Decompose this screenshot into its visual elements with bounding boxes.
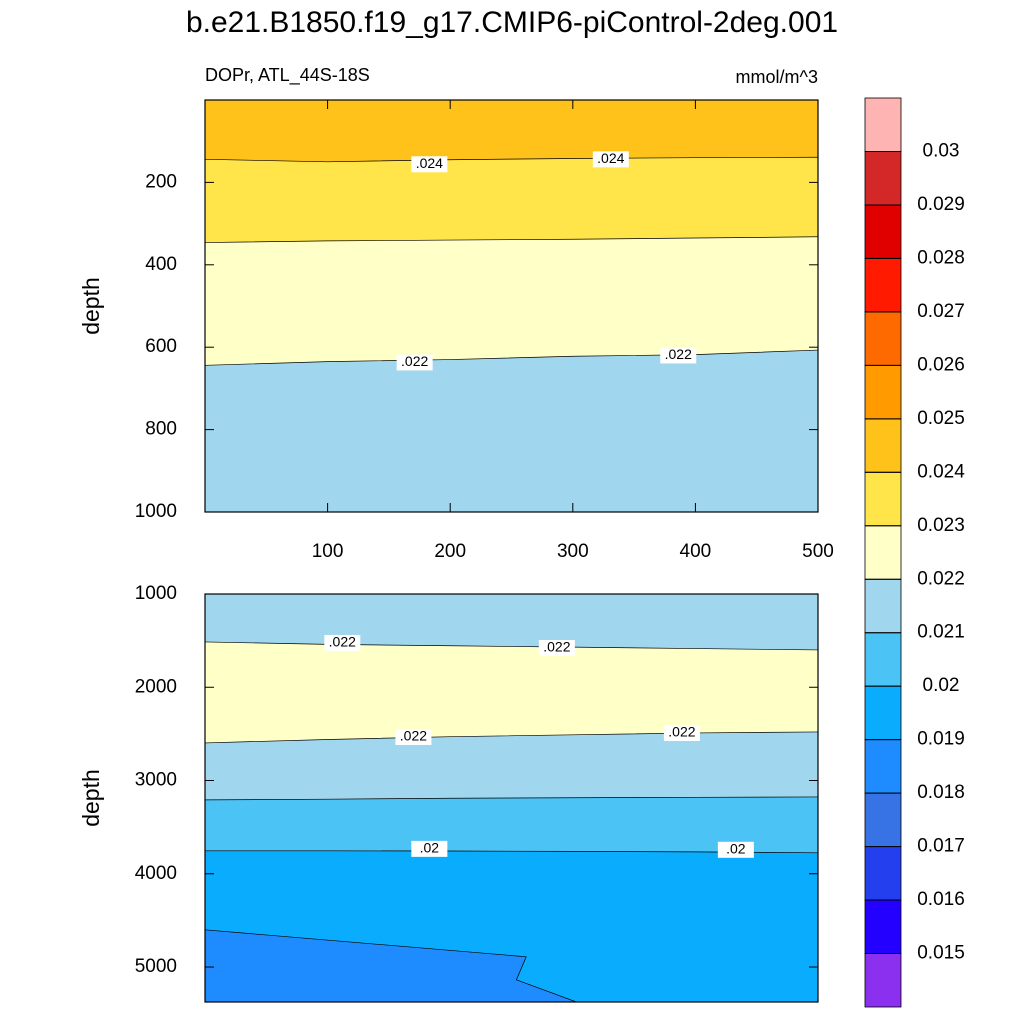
y-tick-label: 2000 <box>135 676 177 697</box>
colorbar-box <box>864 258 902 313</box>
contour-label-bg <box>660 347 697 364</box>
contour-label: .022 <box>401 353 428 369</box>
x-tick-label: 100 <box>312 541 344 562</box>
y-tick-label: 4000 <box>135 863 177 884</box>
y-axis-label: depth <box>78 277 104 335</box>
colorbar-box <box>864 953 902 1008</box>
units: mmol/m^3 <box>736 67 818 87</box>
contour-label: .02 <box>726 841 746 857</box>
colorbar-label: 0.016 <box>917 889 965 910</box>
y-axis-label: depth <box>78 769 104 827</box>
colorbar-box <box>864 471 902 527</box>
contour-line <box>205 929 577 1002</box>
contour-label: .022 <box>668 724 695 740</box>
colorbar-box <box>864 97 902 152</box>
contour-line <box>205 731 818 744</box>
contour-band <box>205 350 818 512</box>
colorbar-label: 0.018 <box>917 782 965 803</box>
colorbar-label: 0.025 <box>917 408 965 429</box>
colorbar-box <box>864 204 902 259</box>
contour-label: .022 <box>329 634 356 650</box>
colorbar-box <box>864 685 902 741</box>
colorbar-label: 0.023 <box>917 515 965 536</box>
y-tick-label: 1000 <box>135 501 177 522</box>
colorbar-box <box>864 418 902 473</box>
colorbar-box <box>864 792 902 847</box>
contour-label: .022 <box>665 346 692 362</box>
y-tick-label: 3000 <box>135 770 177 791</box>
colorbar-label: 0.027 <box>917 301 965 322</box>
contour-label-bg <box>663 724 700 741</box>
plot-frame <box>204 99 819 513</box>
x-tick-label: 200 <box>434 541 466 562</box>
contour-line <box>205 850 818 854</box>
contour-band <box>205 929 577 1002</box>
colorbar-box <box>864 739 902 794</box>
x-tick-label: 300 <box>557 541 589 562</box>
colorbar-box <box>864 151 902 206</box>
colorbar-box <box>864 899 902 954</box>
contour-line <box>205 796 818 801</box>
y-tick-label: 1000 <box>135 583 177 604</box>
contour-label-bg <box>717 841 754 858</box>
contour-line <box>205 236 818 243</box>
contour-label-bg <box>592 151 629 168</box>
colorbar-label: 0.022 <box>917 568 965 589</box>
y-tick-label: 400 <box>145 254 177 275</box>
y-tick-label: 200 <box>145 171 177 192</box>
colorbar-box <box>864 364 902 420</box>
contour-line <box>205 641 818 651</box>
contour-label: .024 <box>416 155 443 171</box>
contour-line <box>205 349 818 366</box>
colorbar-label: 0.024 <box>917 461 965 482</box>
colorbar-label: 0.028 <box>917 247 965 268</box>
contour-line <box>205 156 818 163</box>
x-tick-label: 500 <box>802 541 834 562</box>
plot-frame <box>204 593 819 1003</box>
colorbar-label: 0.015 <box>917 943 965 964</box>
y-tick-label: 600 <box>145 336 177 357</box>
contour-label: .02 <box>420 840 440 856</box>
colorbar-label: 0.026 <box>917 354 965 375</box>
y-tick-label: 800 <box>145 419 177 440</box>
colorbar-label: 0.017 <box>917 836 965 857</box>
contour-label: .024 <box>597 150 624 166</box>
colorbar-box <box>864 632 902 687</box>
contour-label-bg <box>395 728 432 745</box>
colorbar-label: 0.029 <box>917 194 965 215</box>
contour-label: .022 <box>400 728 427 744</box>
contour-label-bg <box>411 156 448 173</box>
colorbar-label: 0.019 <box>917 729 965 750</box>
subtitle: DOPr, ATL_44S-18S <box>205 65 370 86</box>
y-tick-label: 5000 <box>135 956 177 977</box>
plot-area <box>205 100 818 512</box>
chart-title: b.e21.B1850.f19_g17.CMIP6-piControl-2deg… <box>186 6 838 39</box>
colorbar-box <box>864 311 902 366</box>
contour-label-bg <box>411 840 448 857</box>
plot-area <box>205 594 818 1002</box>
contour-label: .022 <box>543 639 570 655</box>
colorbar-box <box>864 846 902 901</box>
x-tick-label: 400 <box>680 541 712 562</box>
colorbar-label: 0.021 <box>917 622 965 643</box>
colorbar-label: 0.02 <box>923 675 960 696</box>
colorbar-label: 0.03 <box>923 140 960 161</box>
contour-label-bg <box>324 634 361 651</box>
colorbar-box <box>864 578 902 634</box>
contour-label-bg <box>538 639 575 656</box>
contour-label-bg <box>396 354 433 371</box>
colorbar-box <box>864 525 902 580</box>
